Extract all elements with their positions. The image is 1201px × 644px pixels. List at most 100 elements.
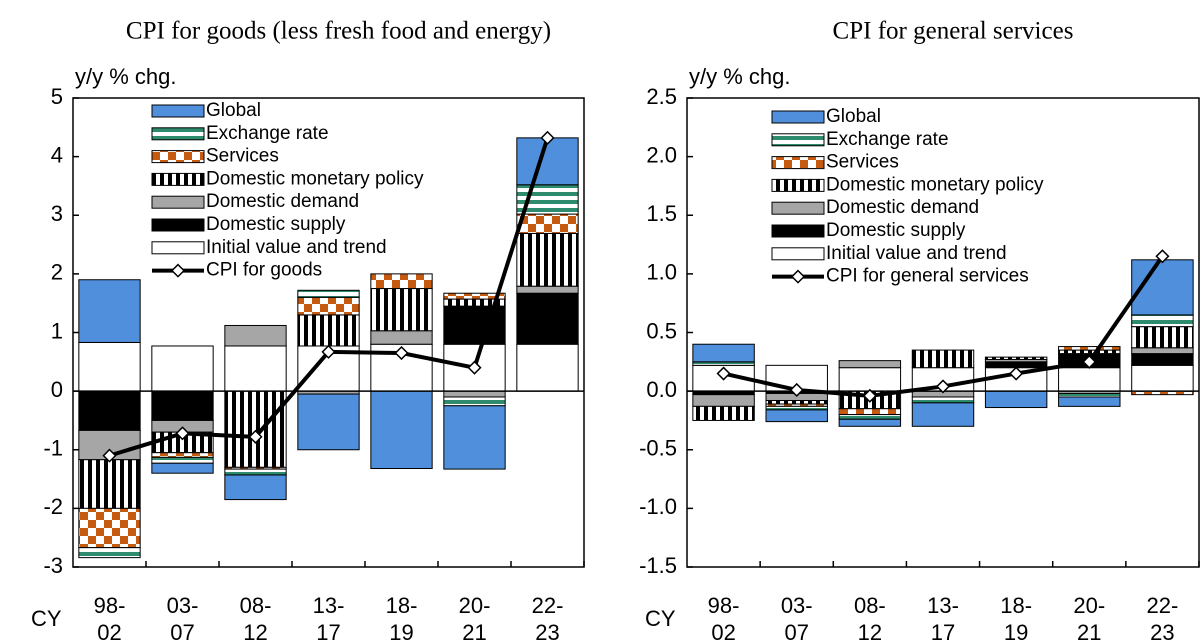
x-tick-label: 20-	[459, 593, 491, 618]
x-tick-label: 13-	[313, 593, 345, 618]
bar-segment	[78, 279, 141, 343]
bar-segment	[370, 288, 433, 332]
bar-segment	[1131, 326, 1194, 349]
bar-segment	[838, 414, 902, 420]
line-marker	[1082, 354, 1097, 369]
bar-segment	[224, 468, 287, 476]
legend-label: Domestic demand	[826, 197, 979, 218]
line-marker	[175, 426, 190, 441]
legend-swatch	[771, 133, 825, 147]
x-tick-label: 08-	[240, 593, 272, 618]
chart-title: CPI for goods (less fresh food and energ…	[126, 18, 551, 45]
legend-swatch	[151, 150, 205, 164]
bar-segment	[1058, 396, 1121, 407]
bar-segment	[765, 400, 828, 405]
bar-segment	[911, 349, 975, 369]
bar-segment	[78, 459, 141, 509]
legend-marker	[790, 269, 806, 284]
bar-segment	[297, 296, 360, 316]
legend-swatch	[151, 104, 205, 118]
bar-segment	[1058, 392, 1121, 398]
bar-segment	[443, 305, 506, 345]
legend-marker	[170, 263, 186, 278]
bar-segment	[151, 456, 214, 464]
bar-segment	[765, 405, 828, 411]
x-tick-label: 02	[711, 620, 735, 644]
legend-label: Services	[826, 152, 899, 173]
bar-segment	[151, 345, 214, 392]
x-tick-label: 13-	[927, 593, 959, 618]
y-tick-label: -0.5	[639, 436, 677, 461]
line-marker	[716, 366, 731, 381]
legend-label: Initial value and trend	[206, 237, 387, 258]
bar-segment	[297, 314, 360, 347]
y-tick-label: -2	[43, 494, 63, 519]
y-axis-label: y/y % chg.	[75, 64, 176, 89]
bar-segment	[224, 390, 287, 468]
legend-label: Domestic supply	[206, 214, 346, 235]
x-tick-label: 98-	[94, 593, 126, 618]
bar-segment	[443, 292, 506, 300]
x-tick-label: 23	[535, 620, 559, 644]
x-tick-label: 17	[931, 620, 955, 644]
x-axis-label: CY	[31, 606, 62, 631]
legend-swatch	[151, 218, 205, 232]
y-axis-label: y/y % chg.	[689, 64, 790, 89]
legend-swatch	[771, 178, 825, 192]
legend-label: CPI for goods	[206, 260, 322, 281]
bar-segment	[516, 285, 579, 294]
bar-segment	[151, 452, 214, 458]
bar-segment	[151, 462, 214, 474]
bar-segment	[78, 390, 141, 431]
y-tick-label: 3	[51, 201, 63, 226]
bar-segment	[516, 137, 579, 186]
x-tick-label: 03-	[781, 593, 813, 618]
line-marker	[935, 379, 951, 394]
x-tick-label: 21	[1077, 620, 1101, 644]
x-tick-label: 12	[243, 620, 267, 644]
legend-swatch	[151, 241, 205, 255]
legend-label: Exchange rate	[826, 129, 949, 150]
legend-label: Global	[206, 100, 261, 121]
x-tick-label: 98-	[708, 593, 740, 618]
line-marker	[394, 345, 409, 361]
bar-segment	[1058, 367, 1121, 392]
bar-segment	[516, 213, 579, 234]
bar-segment	[692, 405, 755, 421]
bar-segment	[443, 390, 506, 398]
legend-swatch	[771, 110, 825, 124]
legend-label: Initial value and trend	[826, 243, 1007, 264]
plot-area	[686, 97, 1200, 568]
bar-segment	[78, 547, 141, 559]
legend-swatch	[151, 127, 205, 141]
bar-segment	[984, 356, 1048, 360]
bar-segment	[370, 390, 433, 470]
bar-segment	[516, 343, 579, 392]
x-tick-label: 07	[784, 620, 808, 644]
legend-swatch	[151, 172, 205, 186]
y-tick-label: 5	[51, 84, 63, 109]
line-marker	[540, 130, 555, 145]
bar-segment	[370, 330, 433, 345]
x-tick-label: 08-	[854, 593, 886, 618]
bar-segment	[297, 393, 360, 451]
bar-segment	[838, 408, 902, 416]
x-tick-label: 21	[462, 620, 486, 644]
x-tick-label: 20-	[1073, 593, 1105, 618]
x-tick-label: 12	[858, 620, 882, 644]
bar-segment	[911, 396, 975, 404]
y-tick-label: 0.0	[646, 377, 677, 402]
x-tick-label: 22-	[1147, 593, 1179, 618]
y-tick-label: 1	[51, 318, 63, 343]
bar-segment	[224, 474, 287, 501]
bar-segment	[516, 292, 579, 345]
bar-segment	[224, 345, 287, 392]
bar-segment	[151, 390, 214, 421]
y-tick-label: -1.0	[639, 494, 677, 519]
chart-title: CPI for general services	[833, 18, 1074, 45]
bar-segment	[78, 507, 141, 549]
legend-label: Domestic monetary policy	[206, 168, 424, 189]
legend-label: CPI for general services	[826, 266, 1029, 287]
bar-segment	[224, 324, 287, 347]
legend-swatch	[771, 247, 825, 261]
